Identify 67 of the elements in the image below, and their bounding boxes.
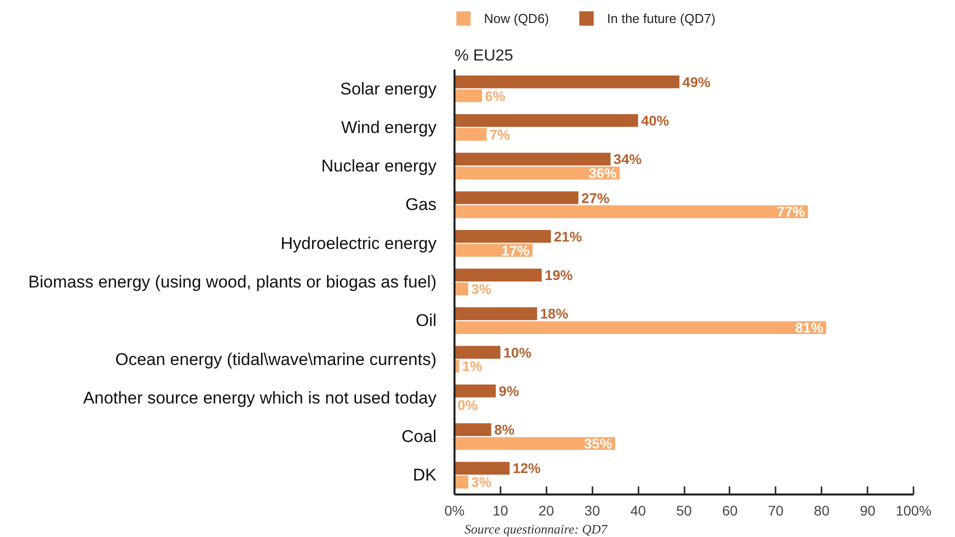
bar [454, 346, 500, 359]
data-label: 1% [462, 358, 483, 374]
data-label: 6% [485, 88, 506, 104]
x-tick-label: 80 [814, 502, 830, 518]
data-label: 9% [498, 382, 520, 399]
y-tick-label: Wind energy [341, 118, 437, 137]
x-tick-label: 20 [538, 502, 554, 518]
data-label: 21% [554, 228, 582, 244]
y-tick-label: Ocean energy (tidal\wave\marine currents) [115, 350, 436, 369]
bar [454, 230, 551, 243]
bar [454, 152, 611, 166]
y-tick-label: Biomass energy (using wood, plants or biogas as fuel) [28, 272, 437, 292]
data-label: 12% [512, 460, 542, 476]
y-tick-label: Coal [402, 427, 437, 446]
bar [454, 476, 468, 489]
y-tick-label: Solar energy [340, 79, 437, 98]
bar [454, 128, 487, 141]
bar [454, 282, 468, 296]
y-tick-label: Hydroelectric energy [280, 234, 437, 253]
data-label: 10% [503, 344, 532, 360]
bar [454, 307, 538, 320]
x-tick-label: 50 [676, 502, 692, 518]
bar [454, 462, 510, 475]
data-label: 77% [776, 204, 806, 220]
bar [454, 437, 616, 450]
data-label: 81% [795, 320, 824, 336]
data-label: 35% [584, 436, 613, 452]
data-label: 27% [581, 190, 610, 206]
x-tick-label: 70 [768, 502, 784, 518]
x-tick-label: 90 [860, 502, 876, 518]
x-axis-title: % EU25 [454, 48, 514, 64]
data-label: 3% [471, 474, 492, 490]
data-label: 40% [641, 112, 670, 128]
x-tick-label: 100% [896, 502, 932, 518]
y-tick-label: DK [412, 466, 438, 485]
x-tick-label: 0% [444, 502, 465, 518]
data-label: 17% [502, 242, 530, 258]
data-label: 19% [544, 267, 574, 284]
data-label: 8% [494, 422, 516, 438]
x-tick-label: 40 [630, 502, 646, 518]
data-label: 18% [540, 306, 569, 322]
y-tick-label: Another source energy which is not used today [83, 388, 437, 408]
data-label: 34% [614, 151, 642, 168]
y-tick-label: Oil [416, 311, 437, 330]
legend-label: In the future (QD7) [607, 10, 716, 26]
source-note: Source questionnaire: QD7 [464, 522, 608, 536]
bar [454, 114, 638, 127]
y-tick-label: Nuclear energy [321, 156, 437, 176]
bar [454, 423, 492, 436]
data-label: 49% [682, 74, 711, 90]
bar [454, 384, 496, 398]
y-tick-label: Gas [405, 195, 437, 214]
x-tick-label: 30 [584, 502, 600, 518]
legend-label: Now (QD6) [484, 10, 550, 26]
bar [454, 75, 680, 88]
bar [454, 268, 542, 282]
bar [454, 166, 620, 180]
data-label: 7% [490, 126, 510, 142]
data-label: 36% [588, 165, 618, 182]
x-tick-label: 10 [492, 502, 508, 518]
bar [454, 321, 826, 334]
bar [454, 205, 808, 218]
data-label: 3% [471, 280, 492, 297]
x-tick-label: 60 [722, 502, 738, 518]
data-label: 0% [458, 396, 478, 413]
bar [454, 89, 482, 102]
bar [454, 191, 578, 204]
